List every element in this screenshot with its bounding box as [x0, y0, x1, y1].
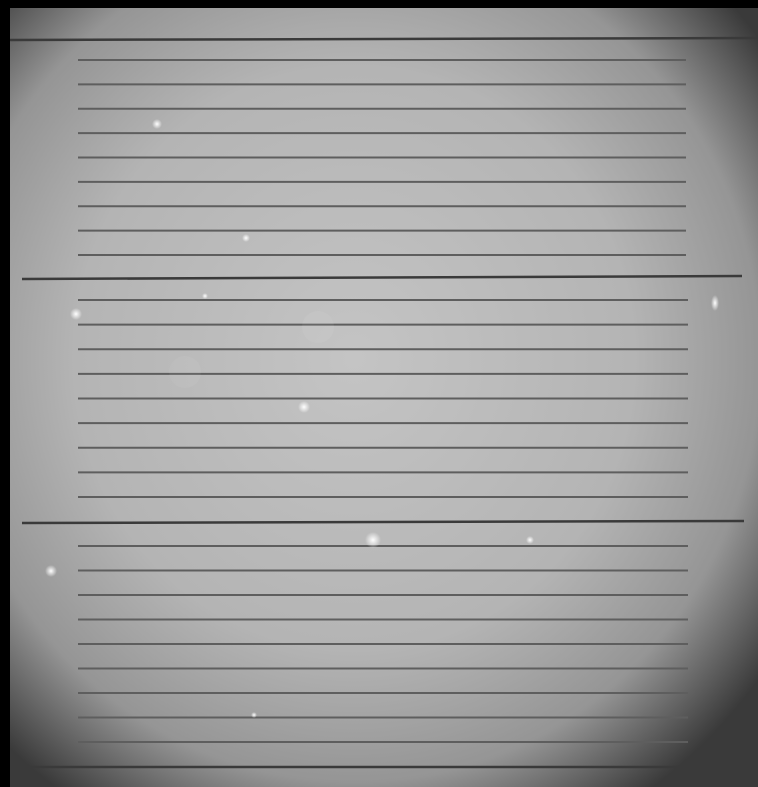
spot [169, 356, 201, 388]
spot [302, 311, 334, 343]
dividers [9, 36, 758, 769]
divider [21, 519, 745, 525]
spot [298, 401, 310, 413]
spot [242, 234, 250, 242]
spot [365, 532, 381, 548]
divider [9, 36, 758, 42]
spot [152, 119, 162, 129]
spot [70, 308, 82, 320]
spot [45, 565, 57, 577]
grating-lines [78, 59, 688, 743]
spot [202, 293, 208, 299]
spot [711, 295, 719, 311]
spot [251, 712, 257, 718]
bright-spots [45, 119, 719, 718]
divider [21, 274, 743, 281]
spot [526, 536, 534, 544]
